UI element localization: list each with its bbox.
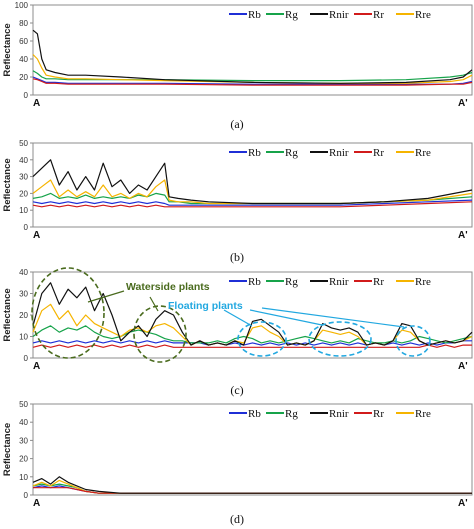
legend-label-rnir: Rnir	[329, 147, 349, 159]
legend-label-rb: Rb	[248, 408, 261, 420]
x-start-label: A	[33, 98, 40, 109]
x-start-label: A	[33, 498, 40, 509]
series-line-rg	[32, 325, 473, 344]
legend-label-rb: Rb	[248, 276, 261, 288]
y-tick-label: 10	[19, 206, 28, 215]
y-tick-label: 100	[15, 1, 29, 10]
floating-arrow-1	[223, 309, 253, 327]
floating-ellipse-1	[237, 321, 287, 357]
y-tick-label: 0	[24, 354, 29, 363]
x-end-label: A'	[458, 498, 468, 509]
waterside-arrow-2	[149, 296, 159, 312]
legend-label-rg: Rg	[285, 276, 298, 288]
panel-caption: (d)	[230, 512, 244, 526]
waterside-plants-label: Waterside plants	[126, 281, 210, 293]
floating-plants-label: Floating plants	[168, 300, 243, 312]
y-tick-label: 30	[19, 173, 28, 182]
plot-frame	[32, 4, 473, 96]
legend-label-rr: Rr	[373, 408, 384, 420]
y-tick-label: 20	[19, 311, 28, 320]
x-end-label: A'	[458, 361, 468, 372]
legend-label-rnir: Rnir	[329, 9, 349, 21]
y-tick-label: 40	[19, 268, 28, 277]
x-start-label: A	[33, 230, 40, 241]
legend-label-rb: Rb	[248, 9, 261, 21]
legend-label-rb: Rb	[248, 147, 261, 159]
series-line-rg	[32, 192, 473, 205]
y-axis-label: Reflectance	[2, 23, 13, 76]
waterside-ellipse-2	[133, 305, 187, 363]
series-line-rr	[32, 344, 472, 348]
legend-label-rg: Rg	[285, 408, 298, 420]
series-line-rr	[32, 78, 473, 86]
y-tick-label: 0	[24, 491, 29, 500]
y-tick-label: 20	[19, 189, 28, 198]
series-line-rr	[33, 487, 472, 494]
y-tick-label: 60	[19, 37, 28, 46]
chart-panel-a: 0 20 40 60 80 100 Reflectance A A' Rb Rg Rnir Rr Rre (…	[2, 1, 473, 131]
chart-panel-c: 0 10 20 30 40 Reflectance A A' Rb Rg Rnir Rr Rre Wate…	[2, 267, 473, 397]
series-line-rnir	[32, 29, 473, 84]
floating-arrow-2	[249, 309, 323, 326]
panel-caption: (b)	[230, 250, 244, 264]
legend-label-rr: Rr	[373, 147, 384, 159]
panel-caption: (c)	[230, 383, 243, 397]
x-end-label: A'	[458, 98, 468, 109]
series-line-rnir	[32, 159, 473, 205]
series-line-rnir	[32, 282, 473, 346]
x-end-label: A'	[458, 230, 468, 241]
chart-panel-b: 0 10 20 30 40 50 Reflectance A A' Rb Rg Rnir Rr Rre (b…	[2, 139, 473, 264]
plot-frame	[32, 403, 473, 496]
legend-label-rg: Rg	[285, 9, 298, 21]
legend-label-rr: Rr	[373, 9, 384, 21]
y-tick-label: 0	[24, 91, 29, 100]
series-line-rr	[32, 201, 473, 208]
y-axis-label: Reflectance	[2, 158, 13, 211]
floating-ellipse-2	[308, 321, 372, 357]
legend-label-rg: Rg	[285, 147, 298, 159]
legend-label-rnir: Rnir	[329, 276, 349, 288]
y-tick-label: 20	[19, 73, 28, 82]
waterside-ellipse-1	[31, 267, 105, 359]
floating-ellipse-3	[395, 325, 431, 357]
x-start-label: A	[33, 361, 40, 372]
legend-label-rre: Rre	[415, 408, 431, 420]
waterside-arrow-1	[87, 290, 125, 303]
y-tick-label: 40	[19, 418, 28, 427]
y-tick-label: 20	[19, 455, 28, 464]
y-tick-label: 80	[19, 19, 28, 28]
series-line-rnir	[32, 476, 472, 494]
legend-label-rre: Rre	[415, 147, 431, 159]
y-axis-label: Reflectance	[2, 288, 13, 341]
y-tick-label: 30	[19, 436, 28, 445]
legend-label-rnir: Rnir	[329, 408, 349, 420]
y-axis-label: Reflectance	[2, 423, 13, 476]
plot-frame	[32, 142, 473, 228]
legend-label-rre: Rre	[415, 9, 431, 21]
series-line-rre	[32, 54, 473, 84]
legend-label-rr: Rr	[373, 276, 384, 288]
legend-label-rre: Rre	[415, 276, 431, 288]
y-tick-label: 40	[19, 156, 28, 165]
y-tick-label: 50	[19, 139, 28, 148]
y-tick-label: 10	[19, 473, 28, 482]
y-tick-label: 50	[19, 400, 28, 409]
chart-panel-d: 0 10 20 30 40 50 Reflectance A A' Rb Rg Rnir Rr Rre (d…	[2, 400, 473, 526]
series-line-rb	[32, 340, 472, 346]
y-tick-label: 40	[19, 55, 28, 64]
series-line-rb	[32, 485, 472, 494]
y-tick-label: 10	[19, 333, 28, 342]
panel-caption: (a)	[230, 117, 243, 131]
series-line-rb	[32, 199, 473, 206]
floating-arrow-3	[261, 307, 405, 328]
y-tick-label: 30	[19, 290, 28, 299]
y-tick-label: 0	[24, 223, 29, 232]
